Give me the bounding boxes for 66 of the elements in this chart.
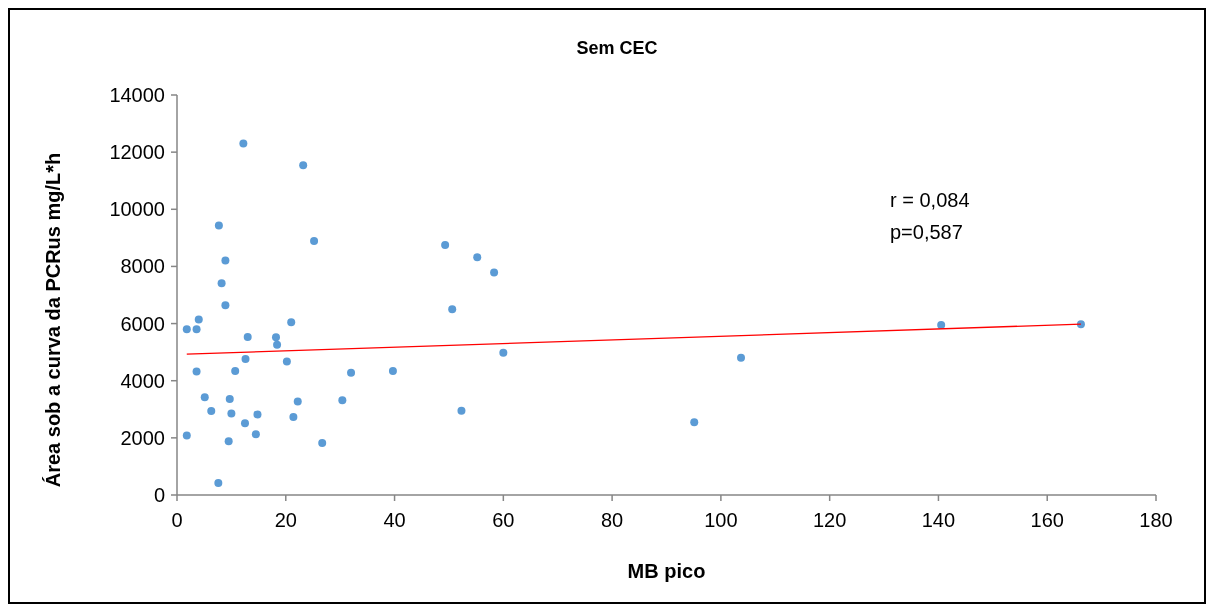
point — [251, 430, 260, 439]
point — [221, 301, 230, 310]
point — [225, 395, 234, 403]
x-tick-label: 60 — [492, 509, 515, 531]
point — [253, 410, 262, 419]
x-axis-title: MB pico — [627, 560, 706, 582]
annotation: p=0,587 — [890, 221, 963, 243]
x-tick-label: 0 — [171, 509, 183, 531]
x-tick-label: 80 — [600, 509, 624, 531]
x-tick-label: 180 — [1139, 509, 1173, 531]
annotation: r = 0,084 — [890, 189, 970, 211]
point — [221, 256, 230, 265]
point — [194, 315, 203, 324]
point — [239, 139, 248, 148]
point — [457, 406, 466, 415]
point — [231, 367, 240, 375]
x-tick-label: 40 — [383, 509, 406, 531]
x-tick-label: 120 — [812, 509, 847, 531]
point — [214, 479, 223, 487]
point — [227, 409, 236, 418]
point — [207, 407, 216, 415]
point — [293, 397, 302, 406]
point — [200, 393, 209, 402]
point — [182, 431, 191, 440]
point — [182, 325, 191, 334]
x-tick-label: 20 — [274, 509, 297, 531]
point — [448, 305, 457, 314]
y-tick-label: 14000 — [109, 84, 165, 106]
y-tick-label: 6000 — [120, 312, 165, 335]
y-tick-label: 4000 — [120, 369, 165, 392]
point — [737, 353, 746, 362]
point — [241, 355, 250, 363]
y-tick-label: 2000 — [120, 426, 165, 449]
point — [192, 325, 201, 334]
point — [318, 439, 327, 447]
x-tick-label: 160 — [1030, 509, 1064, 531]
point — [441, 241, 450, 249]
point — [287, 318, 296, 327]
point — [490, 268, 499, 277]
y-axis-title: Área sob a curva da PCRus mg/L*h — [42, 152, 64, 488]
point — [240, 419, 249, 428]
y-tick-label: 0 — [153, 484, 165, 506]
point — [271, 333, 280, 342]
point — [243, 333, 252, 341]
point — [473, 253, 482, 262]
point — [282, 357, 291, 366]
point — [192, 367, 201, 376]
point — [224, 437, 233, 446]
x-tick-label: 140 — [921, 509, 956, 531]
point — [388, 367, 397, 375]
point — [299, 161, 308, 170]
point — [289, 413, 298, 421]
point — [690, 418, 699, 427]
point — [937, 321, 946, 329]
point — [338, 396, 347, 405]
point — [217, 279, 226, 288]
point — [273, 340, 282, 349]
x-tick-label: 100 — [704, 509, 738, 531]
y-tick-label: 8000 — [120, 255, 165, 278]
point — [347, 368, 356, 377]
point — [214, 221, 223, 230]
point — [310, 237, 319, 245]
point — [499, 348, 508, 357]
y-tick-label: 10000 — [109, 198, 165, 221]
chart-title: Sem CEC — [576, 38, 658, 58]
y-tick-label: 12000 — [109, 141, 165, 164]
